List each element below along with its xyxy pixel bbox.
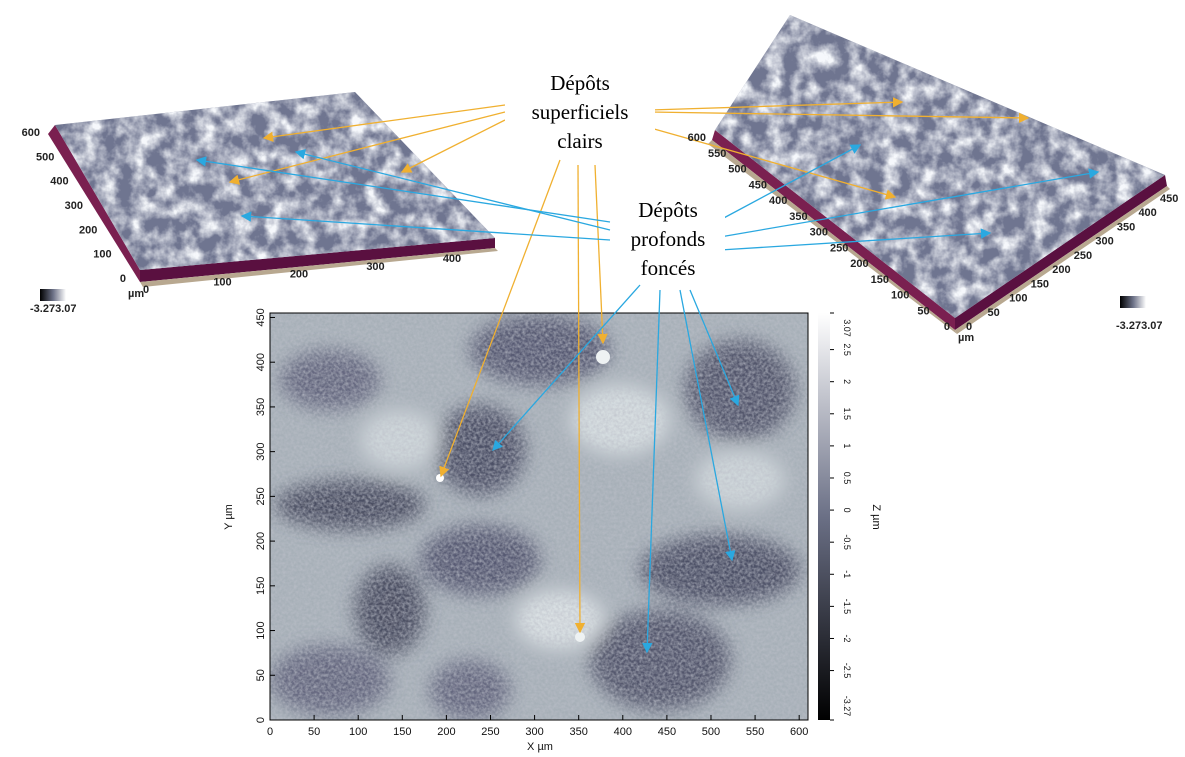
tick-label: 200: [1052, 264, 1070, 276]
tick-label: 400: [769, 195, 787, 207]
tick-label: 50: [917, 305, 929, 317]
tick-label: 350: [1117, 221, 1135, 233]
tick-label: 300: [810, 227, 828, 239]
annotation: foncés: [641, 256, 696, 280]
tick-label: 0: [944, 321, 950, 333]
surface-right: [708, 15, 1170, 334]
dark-arrows: [195, 144, 1100, 654]
y-axis-label: Y µm: [223, 504, 235, 530]
unit-label: µm: [128, 288, 144, 300]
tick-label: 350: [789, 211, 807, 223]
tick-label: 450: [1160, 193, 1178, 205]
y-tick-label: 250: [255, 487, 267, 505]
colorbar: [818, 313, 830, 720]
tick-label: 100: [1009, 293, 1027, 305]
y-tick-label: 100: [255, 621, 267, 639]
tick-label: 450: [749, 179, 767, 191]
tick-label: 100: [891, 290, 909, 302]
colorbar-tick-label: -2: [842, 634, 852, 642]
tick-label: 400: [443, 253, 461, 265]
colorbar-tick-label: 2: [842, 379, 852, 384]
tick-label: 550: [708, 148, 726, 160]
y-tick-label: 300: [255, 442, 267, 460]
y-tick-label: 0: [255, 717, 267, 723]
tick-label: 400: [50, 176, 68, 188]
y-tick-label: 50: [255, 669, 267, 681]
colorbar-tick-label: 0: [842, 508, 852, 513]
tick-label: 150: [1031, 278, 1049, 290]
y-tick-label: 450: [255, 308, 267, 326]
colorbar-tick-label: -0.5: [842, 534, 852, 550]
scale-swatch: [40, 289, 66, 301]
x-tick-label: 250: [481, 726, 499, 738]
colorbar-tick-label: -1.5: [842, 599, 852, 615]
scale-swatch: [1120, 296, 1146, 308]
x-tick-label: 450: [658, 726, 676, 738]
x-tick-label: 350: [570, 726, 588, 738]
unit-label: µm: [958, 332, 974, 344]
tick-label: 100: [93, 249, 111, 261]
annotation: profonds: [631, 227, 706, 251]
annotation: Dépôts: [638, 198, 698, 222]
scale-label: -3.273.07: [1116, 320, 1163, 332]
x-tick-label: 550: [746, 726, 764, 738]
scale-label: -3.273.07: [30, 303, 77, 315]
y-tick-label: 150: [255, 577, 267, 595]
y-tick-label: 350: [255, 398, 267, 416]
tick-label: 600: [22, 127, 40, 139]
colorbar-tick-label: -3.27: [842, 696, 852, 717]
colorbar-label: Z µm: [870, 504, 882, 529]
y-tick-label: 200: [255, 532, 267, 550]
tick-label: 300: [1095, 236, 1113, 248]
tick-label: 200: [79, 224, 97, 236]
tick-label: 500: [728, 164, 746, 176]
y-tick-label: 400: [255, 353, 267, 371]
x-tick-label: 300: [525, 726, 543, 738]
colorbar-tick-label: 0.5: [842, 472, 852, 485]
x-tick-label: 50: [308, 726, 320, 738]
scale-min: -3.27: [30, 303, 55, 315]
x-tick-label: 500: [702, 726, 720, 738]
map-frame: [269, 312, 809, 721]
x-tick-label: 0: [267, 726, 273, 738]
scale-max: 3.07: [55, 303, 76, 315]
tick-label: 300: [65, 200, 83, 212]
tick-label: 0: [143, 284, 149, 296]
tick-label: 500: [36, 151, 54, 163]
x-tick-label: 150: [393, 726, 411, 738]
tick-label: 50: [988, 307, 1000, 319]
colorbar-tick-label: 3.07: [842, 319, 852, 337]
x-tick-label: 100: [349, 726, 367, 738]
scale-max: 3.07: [1141, 320, 1162, 332]
tick-label: 600: [688, 132, 706, 144]
tick-label: 400: [1138, 207, 1156, 219]
tick-label: 250: [1074, 250, 1092, 262]
tick-label: 0: [966, 321, 972, 333]
colorbar-tick-label: -2.5: [842, 663, 852, 679]
x-tick-label: 200: [437, 726, 455, 738]
annotation: superficiels: [532, 100, 629, 124]
tick-label: 200: [850, 258, 868, 270]
tick-label: 150: [871, 274, 889, 286]
tick-label: 0: [120, 273, 126, 285]
colorbar-tick-label: -1: [842, 570, 852, 578]
colorbar-tick-label: 1.5: [842, 408, 852, 421]
annotation: clairs: [557, 129, 602, 153]
x-tick-label: 600: [790, 726, 808, 738]
tick-label: 200: [290, 269, 308, 281]
colorbar-tick-label: 1: [842, 443, 852, 448]
height-map: [270, 313, 808, 720]
x-tick-label: 400: [614, 726, 632, 738]
tick-label: 250: [830, 242, 848, 254]
bright-arrows: [228, 97, 1030, 634]
colorbar-tick-label: 2.5: [842, 343, 852, 356]
scale-min: -3.27: [1116, 320, 1141, 332]
annotations: Dépôts superficiels clairs Dépôts profon…: [505, 68, 725, 283]
tick-label: 100: [213, 276, 231, 288]
x-axis-label: X µm: [527, 741, 553, 753]
tick-label: 300: [366, 261, 384, 273]
annotation: Dépôts: [550, 71, 610, 95]
